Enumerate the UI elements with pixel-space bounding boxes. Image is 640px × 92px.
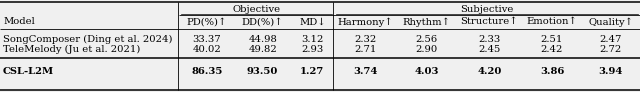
Text: 86.35: 86.35 bbox=[191, 67, 223, 76]
Text: Emotion↑: Emotion↑ bbox=[527, 17, 577, 26]
Text: 2.51: 2.51 bbox=[541, 34, 563, 44]
Text: 2.33: 2.33 bbox=[478, 34, 500, 44]
Text: Subjective: Subjective bbox=[460, 5, 514, 14]
Text: 3.86: 3.86 bbox=[540, 67, 564, 76]
Text: Objective: Objective bbox=[232, 5, 280, 14]
Text: 2.72: 2.72 bbox=[600, 45, 622, 54]
Text: MD↓: MD↓ bbox=[299, 17, 326, 26]
Text: 2.42: 2.42 bbox=[541, 45, 563, 54]
Text: 4.20: 4.20 bbox=[477, 67, 501, 76]
Text: 2.93: 2.93 bbox=[301, 45, 323, 54]
Text: TeleMelody (Ju et al. 2021): TeleMelody (Ju et al. 2021) bbox=[3, 44, 140, 54]
Text: CSL-L2M: CSL-L2M bbox=[3, 67, 54, 76]
Text: 4.03: 4.03 bbox=[414, 67, 439, 76]
Text: Model: Model bbox=[3, 17, 35, 26]
Text: 2.71: 2.71 bbox=[355, 45, 377, 54]
Text: 49.82: 49.82 bbox=[248, 45, 277, 54]
Text: DD(%)↑: DD(%)↑ bbox=[242, 17, 284, 26]
Text: 33.37: 33.37 bbox=[193, 34, 221, 44]
Text: 2.45: 2.45 bbox=[478, 45, 500, 54]
Text: SongComposer (Ding et al. 2024): SongComposer (Ding et al. 2024) bbox=[3, 34, 173, 44]
Text: 3.94: 3.94 bbox=[598, 67, 623, 76]
Text: 2.32: 2.32 bbox=[355, 34, 377, 44]
Text: 93.50: 93.50 bbox=[247, 67, 278, 76]
Text: Structure↑: Structure↑ bbox=[460, 17, 518, 26]
Text: PD(%)↑: PD(%)↑ bbox=[186, 17, 227, 26]
Text: 2.90: 2.90 bbox=[415, 45, 438, 54]
Text: 2.47: 2.47 bbox=[600, 34, 622, 44]
Text: Quality↑: Quality↑ bbox=[588, 17, 633, 27]
Text: 1.27: 1.27 bbox=[300, 67, 324, 76]
Text: 2.56: 2.56 bbox=[415, 34, 438, 44]
Text: 44.98: 44.98 bbox=[248, 34, 277, 44]
Text: 40.02: 40.02 bbox=[193, 45, 221, 54]
Text: Rhythm↑: Rhythm↑ bbox=[403, 17, 451, 27]
Text: 3.12: 3.12 bbox=[301, 34, 323, 44]
Text: 3.74: 3.74 bbox=[353, 67, 378, 76]
Text: Harmony↑: Harmony↑ bbox=[338, 17, 394, 27]
